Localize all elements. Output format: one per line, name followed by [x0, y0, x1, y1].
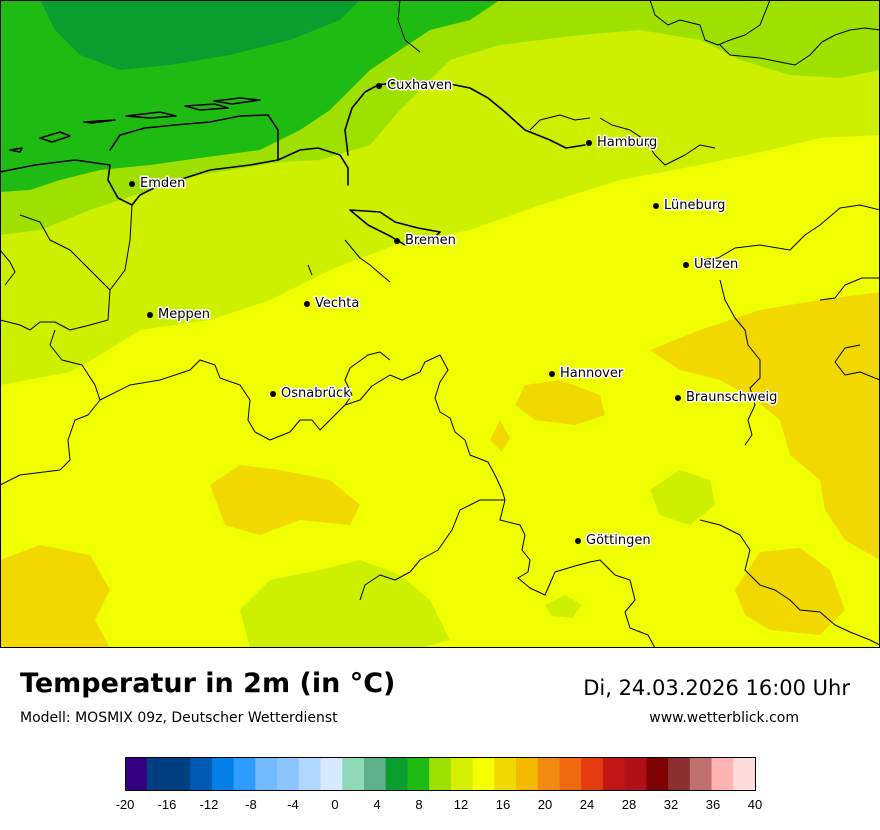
legend-swatch [472, 758, 495, 790]
legend-swatch [125, 758, 148, 790]
legend-tick-label: 8 [415, 797, 422, 812]
website-link[interactable]: www.wetterblick.com [649, 710, 799, 726]
svg-text:Osnabrück: Osnabrück [281, 386, 351, 401]
legend-swatch [537, 758, 561, 790]
legend-swatches [125, 758, 756, 790]
legend-swatch [255, 758, 278, 790]
legend-swatch [559, 758, 582, 790]
legend-swatch [363, 758, 387, 790]
legend-tick-label: 28 [622, 797, 636, 812]
valid-time: Di, 24.03.2026 16:00 Uhr [583, 676, 850, 700]
map-title: Temperatur in 2m (in °C) [20, 668, 396, 699]
legend-swatch [733, 758, 756, 790]
legend-swatch [602, 758, 626, 790]
coastline-and-borders [0, 81, 586, 246]
svg-text:Braunschweig: Braunschweig [686, 390, 777, 405]
temperature-patch-harz [650, 470, 715, 525]
legend-tick-label: -8 [245, 797, 257, 812]
temperature-field-18-20-west [210, 465, 360, 535]
temperature-field-18-20-sw [0, 545, 110, 648]
legend-swatch [298, 758, 322, 790]
temperature-field-18-20-se [735, 548, 845, 635]
color-legend: -20 -16 -12 -8 -4 0 4 8 12 16 20 24 28 32 36 40 [116, 757, 763, 812]
city-markers: Cuxhaven Hamburg Emden Lüneburg Bremen U… [129, 77, 779, 550]
city-osnabrueck: Osnabrück [270, 385, 353, 403]
legend-swatch [277, 758, 300, 790]
legend-swatch [429, 758, 452, 790]
legend-frame [125, 757, 756, 791]
legend-tick-label: -16 [158, 797, 177, 812]
legend-swatch [385, 758, 409, 790]
legend-tick-label: 0 [331, 797, 338, 812]
legend-tick-label: 4 [373, 797, 380, 812]
legend-swatch [624, 758, 647, 790]
legend-tick-label: 12 [454, 797, 468, 812]
city-uelzen: Uelzen [683, 256, 740, 274]
temperature-map: Cuxhaven Hamburg Emden Lüneburg Bremen U… [0, 0, 880, 648]
svg-text:Hannover: Hannover [560, 366, 624, 381]
city-lueneburg: Lüneburg [653, 197, 727, 215]
legend-tick-label: -20 [116, 797, 135, 812]
svg-text:Emden: Emden [140, 176, 185, 191]
legend-swatch [646, 758, 669, 790]
legend-tick-label: -12 [200, 797, 219, 812]
svg-text:Cuxhaven: Cuxhaven [387, 78, 452, 93]
legend-tick-label: 24 [580, 797, 594, 812]
temperature-patch-south [240, 560, 450, 648]
svg-text:Meppen: Meppen [158, 307, 210, 322]
legend-swatch [668, 758, 691, 790]
legend-swatch [190, 758, 213, 790]
legend-swatch [146, 758, 170, 790]
legend-swatch [320, 758, 343, 790]
legend-tick-label: 40 [748, 797, 762, 812]
svg-text:Hamburg: Hamburg [597, 135, 657, 150]
legend-tick-label: 16 [496, 797, 510, 812]
city-goettingen: Göttingen [575, 532, 652, 550]
legend-tick-label: -4 [287, 797, 299, 812]
city-bremen: Bremen [394, 232, 457, 250]
city-vechta: Vechta [304, 295, 361, 313]
legend-swatch [342, 758, 365, 790]
svg-text:Vechta: Vechta [315, 296, 359, 311]
temperature-field-18-20-east [650, 292, 880, 560]
state-borders [0, 0, 880, 648]
legend-ticks: -20 -16 -12 -8 -4 0 4 8 12 16 20 24 28 32 36 40 [116, 797, 763, 812]
legend-swatch [233, 758, 256, 790]
city-emden: Emden [129, 175, 187, 193]
legend-swatch [711, 758, 734, 790]
legend-tick-label: 32 [664, 797, 678, 812]
svg-text:Göttingen: Göttingen [586, 533, 651, 548]
city-braunschweig: Braunschweig [675, 389, 779, 407]
legend-swatch [689, 758, 713, 790]
svg-text:Bremen: Bremen [405, 233, 456, 248]
legend-swatch [450, 758, 474, 790]
model-source: Modell: MOSMIX 09z, Deutscher Wetterdien… [20, 710, 338, 726]
temperature-field-8-10 [40, 0, 360, 70]
svg-text:Uelzen: Uelzen [694, 257, 738, 272]
legend-swatch [211, 758, 235, 790]
temperature-field-18-20-small [490, 420, 510, 452]
legend-swatch [516, 758, 539, 790]
city-cuxhaven: Cuxhaven [376, 77, 454, 95]
city-hannover: Hannover [549, 365, 625, 383]
legend-swatch [168, 758, 191, 790]
city-meppen: Meppen [147, 306, 211, 324]
legend-swatch [407, 758, 430, 790]
legend-tick-label: 36 [706, 797, 720, 812]
temperature-patch-solling [545, 595, 582, 618]
temperature-field-18-20-hannover [515, 380, 605, 425]
svg-text:Lüneburg: Lüneburg [664, 198, 725, 213]
city-hamburg: Hamburg [586, 134, 659, 152]
legend-tick-label: 20 [538, 797, 552, 812]
legend-swatch [494, 758, 517, 790]
legend-swatch [581, 758, 604, 790]
